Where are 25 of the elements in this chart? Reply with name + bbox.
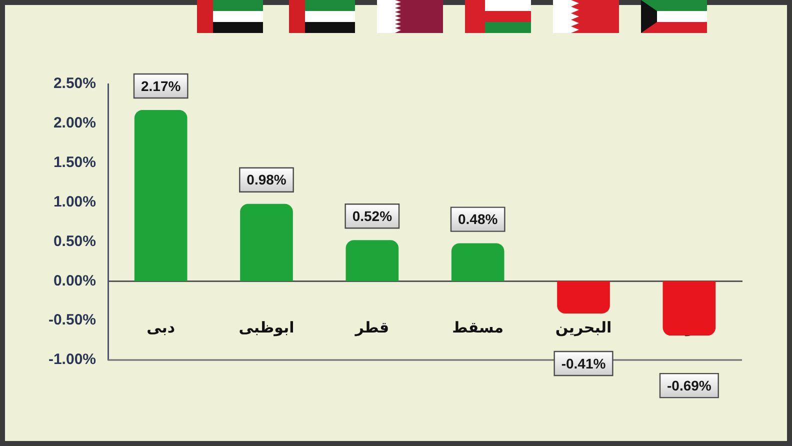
data-label: -0.41% [561, 355, 606, 372]
y-tick-label: -1.00% [48, 351, 96, 368]
x-tick-label: مسقط [452, 319, 504, 336]
data-label: 2.17% [140, 78, 182, 94]
data-label: 0.98% [246, 172, 287, 188]
x-tick-label: ابوظبى [238, 319, 294, 336]
y-tick-label: 2.50% [53, 75, 96, 92]
data-label: 0.52% [352, 208, 393, 224]
bar [557, 281, 610, 314]
data-label: -0.69% [666, 377, 712, 394]
y-tick-label: 1.00% [53, 193, 96, 210]
y-tick-label: 0.50% [53, 232, 96, 250]
x-tick-label: البحرين [555, 319, 612, 336]
bar [451, 243, 504, 282]
x-tick-label: قطر [354, 319, 390, 336]
bar [346, 240, 399, 282]
bar [134, 110, 188, 282]
bar [662, 281, 716, 336]
y-tick-label: 2.00% [53, 114, 96, 132]
bar [240, 204, 293, 282]
data-label: 0.48% [458, 211, 498, 228]
x-tick-label: دبى [146, 319, 176, 336]
y-tick-label: -0.50% [48, 312, 96, 329]
y-tick-label: 1.50% [53, 154, 96, 171]
y-tick-label: 0.00% [53, 272, 96, 290]
